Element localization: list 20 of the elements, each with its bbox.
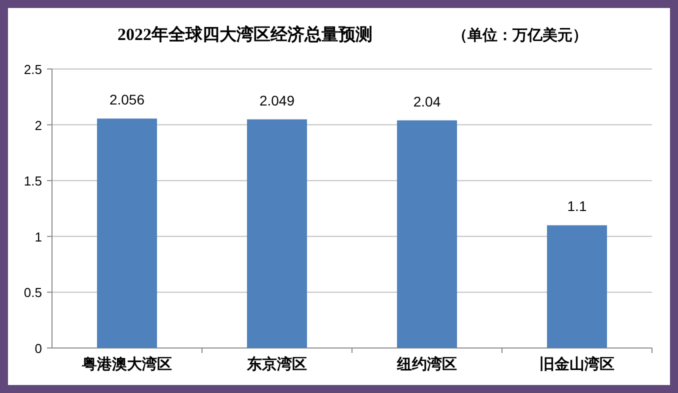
x-tick-label: 纽约湾区 <box>396 355 457 373</box>
bar <box>247 119 307 348</box>
y-tick-label: 2.5 <box>24 62 42 77</box>
bar <box>547 225 607 348</box>
chart-subtitle: （单位：万亿美元） <box>452 26 588 44</box>
data-label: 1.1 <box>567 198 587 214</box>
data-label: 2.056 <box>109 92 145 108</box>
y-tick-label: 0.5 <box>24 285 42 300</box>
y-tick-label: 1.5 <box>24 174 42 189</box>
x-tick-label: 粤港澳大湾区 <box>81 355 172 373</box>
data-label: 2.04 <box>413 93 441 110</box>
y-tick-label: 1 <box>34 229 42 244</box>
data-label: 2.049 <box>259 92 295 108</box>
y-tick-label: 2 <box>34 118 42 133</box>
bar <box>397 120 457 348</box>
bar <box>97 118 157 348</box>
x-tick-label: 东京湾区 <box>246 355 307 373</box>
y-tick-label: 0 <box>34 341 42 356</box>
chart-title: 2022年全球四大湾区经济总量预测 <box>118 25 372 44</box>
x-tick-label: 旧金山湾区 <box>540 355 614 373</box>
